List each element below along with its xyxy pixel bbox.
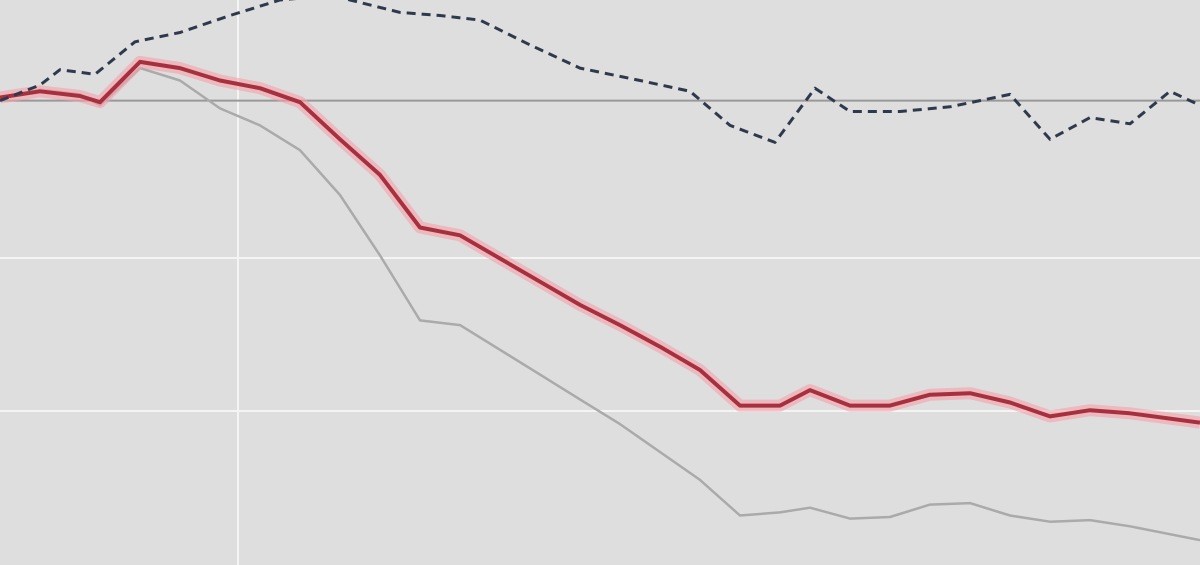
line xyxy=(0,59,1200,425)
line xyxy=(0,0,1200,144)
line xyxy=(0,66,1200,542)
